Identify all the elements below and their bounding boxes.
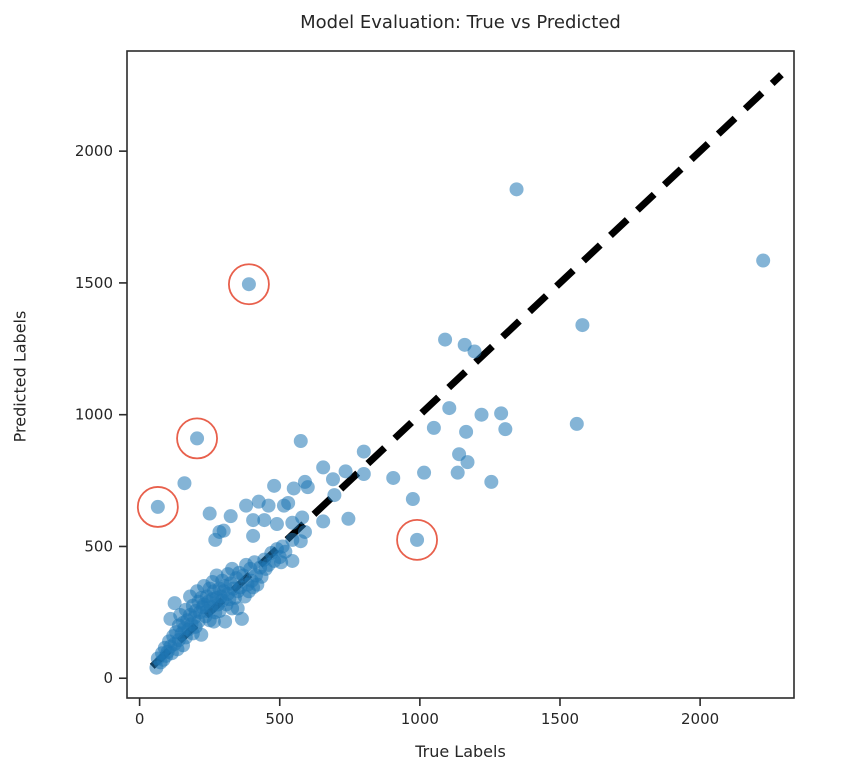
scatter-point [202,506,217,521]
scatter-point [569,416,584,431]
scatter-point [341,511,356,526]
scatter-point [241,277,256,292]
outlier-circle [396,518,438,561]
scatter-point [234,611,249,626]
scatter-point [269,517,284,532]
scatter-point [230,601,245,616]
scatter-point [300,480,315,495]
scatter-point [267,478,282,493]
scatter-point [338,464,353,479]
scatter-point [756,253,771,268]
axes-box [126,50,795,699]
x-tick-label: 1500 [541,710,579,728]
x-tick-label: 2000 [681,710,719,728]
scatter-point [239,498,254,513]
scatter-point [484,474,499,489]
scatter-point [216,523,231,538]
scatter-point [494,406,509,421]
scatter-point [438,332,453,347]
scatter-point [150,499,165,514]
scatter-point [278,544,293,559]
identity-dashed-line [149,72,784,669]
scatter-point [295,510,310,525]
scatter-point [410,532,425,547]
scatter-point [194,627,209,642]
x-axis-label: True Labels [415,742,506,761]
scatter-point [405,492,420,507]
scatter-point [498,422,513,437]
scatter-point [316,460,331,475]
scatter-point [442,401,457,416]
scatter-point [177,476,192,491]
scatter-point [208,532,223,547]
outlier-circle [176,417,218,460]
scatter-point [276,498,291,513]
scatter-point [246,528,261,543]
scatter-point [509,182,524,197]
scatter-point [474,407,489,422]
y-tick-label: 1500 [75,274,113,292]
y-tick-label: 2000 [75,142,113,160]
outlier-circle [136,486,179,528]
outlier-circle [228,263,270,306]
y-tick-label: 500 [84,537,113,555]
scatter-point [426,420,441,435]
chart-title: Model Evaluation: True vs Predicted [300,12,621,33]
scatter-point [356,444,371,459]
y-tick-label: 0 [103,669,113,687]
scatter-point [167,596,182,611]
scatter-point [460,455,475,470]
scatter-point [386,470,401,485]
x-tick-label: 0 [135,710,145,728]
scatter-point [417,465,432,480]
scatter-point [450,465,465,480]
y-tick-label: 1000 [75,406,113,424]
scatter-point [297,524,312,539]
scatter-point [223,509,238,524]
scatter-point [325,472,340,487]
x-tick-label: 1000 [401,710,439,728]
scatter-point [246,513,261,528]
scatter-point [457,337,472,352]
scatter-point [459,424,474,439]
scatter-point [190,431,205,446]
scatter-point [293,434,308,449]
scatter-point [467,344,482,359]
scatter-point [286,481,301,496]
scatter-point [257,513,272,528]
scatter-point [327,488,342,503]
scatter-point [575,318,590,333]
scatter-point [218,614,233,629]
x-tick-label: 500 [265,710,294,728]
scatter-point [356,466,371,481]
scatter-point [316,514,331,529]
scatter-point [261,498,276,513]
